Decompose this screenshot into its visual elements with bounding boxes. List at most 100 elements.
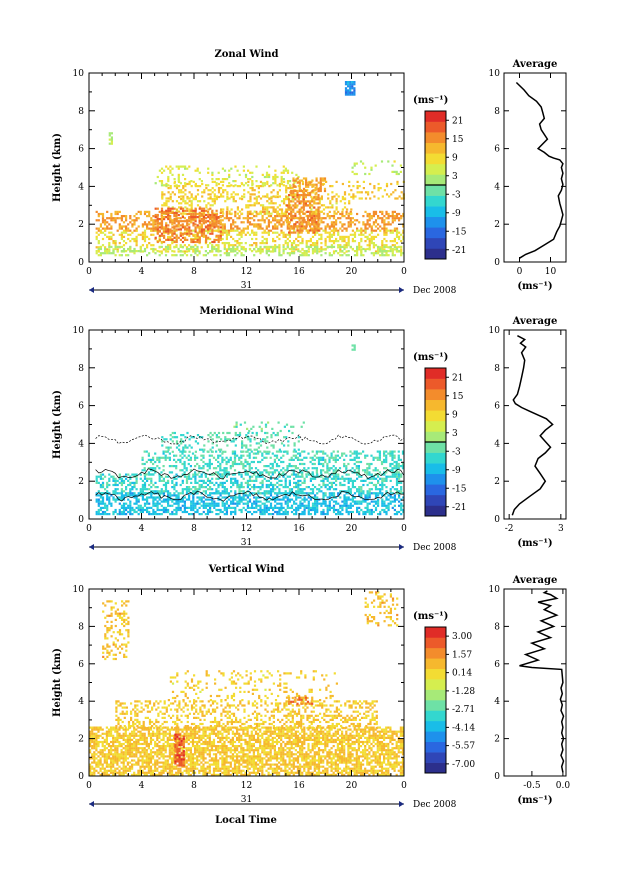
heatmap-cell bbox=[278, 204, 281, 207]
heatmap-cell bbox=[225, 210, 228, 213]
heatmap-cell bbox=[215, 513, 218, 516]
heatmap-cell bbox=[232, 477, 235, 480]
heatmap-cell bbox=[120, 250, 123, 253]
heatmap-cell bbox=[196, 212, 199, 216]
heatmap-cell bbox=[158, 479, 161, 482]
heatmap-cell bbox=[211, 477, 214, 480]
heatmap-cell bbox=[221, 452, 224, 455]
heatmap-cell bbox=[349, 498, 352, 501]
heatmap-cell bbox=[164, 456, 167, 459]
heatmap-cell bbox=[358, 248, 361, 251]
heatmap-cell bbox=[141, 498, 144, 501]
heatmap-cell bbox=[290, 245, 294, 248]
heatmap-cell bbox=[385, 193, 389, 196]
heatmap-cell bbox=[215, 234, 218, 237]
heatmap-cell bbox=[97, 240, 100, 243]
heatmap-cell bbox=[351, 87, 354, 90]
colorbar-tick-label: -3 bbox=[452, 190, 461, 200]
heatmap-cell bbox=[163, 236, 166, 239]
heatmap-cell bbox=[158, 240, 161, 243]
heatmap-cell bbox=[209, 189, 212, 192]
heatmap-cell bbox=[154, 236, 157, 239]
heatmap-cell bbox=[206, 229, 210, 232]
heatmap-cell bbox=[141, 496, 144, 499]
heatmap-cell bbox=[221, 227, 224, 230]
heatmap-cell bbox=[368, 225, 371, 228]
average-profile-line bbox=[515, 81, 564, 259]
heatmap-cell bbox=[196, 232, 199, 235]
heatmap-cell bbox=[265, 500, 268, 503]
heatmap-cell bbox=[280, 479, 283, 482]
heatmap-cell bbox=[381, 508, 384, 512]
heatmap-cell bbox=[276, 227, 279, 230]
heatmap-cell bbox=[313, 221, 316, 224]
heatmap-cell bbox=[192, 238, 195, 241]
heatmap-cell bbox=[259, 500, 262, 503]
heatmap-cell bbox=[238, 496, 241, 499]
heatmap-cell bbox=[226, 195, 229, 199]
heatmap-cell bbox=[108, 500, 111, 503]
heatmap-cell bbox=[238, 173, 241, 176]
heatmap-cell bbox=[206, 488, 210, 491]
heatmap-cell bbox=[192, 475, 195, 478]
heatmap-cell bbox=[356, 219, 359, 222]
heatmap-cell bbox=[223, 488, 226, 491]
heatmap-cell bbox=[169, 494, 172, 497]
heatmap-cell bbox=[370, 227, 373, 230]
heatmap-cell bbox=[299, 221, 302, 224]
heatmap-cell bbox=[293, 500, 296, 503]
heatmap-cell bbox=[116, 492, 119, 495]
heatmap-cell bbox=[118, 508, 121, 512]
heatmap-cell bbox=[206, 237, 210, 241]
heatmap-cell bbox=[106, 506, 109, 509]
heatmap-cell bbox=[309, 212, 312, 215]
heatmap-cell bbox=[206, 465, 209, 468]
heatmap-cell bbox=[274, 496, 277, 499]
heatmap-cell bbox=[393, 513, 396, 516]
heatmap-cell bbox=[146, 508, 149, 512]
heatmap-cell bbox=[217, 189, 221, 192]
heatmap-cell bbox=[353, 83, 356, 86]
heatmap-cell bbox=[283, 212, 286, 215]
heatmap-cell bbox=[173, 180, 176, 183]
heatmap-cell bbox=[246, 450, 249, 453]
heatmap-cell bbox=[303, 496, 306, 499]
heatmap-cell bbox=[316, 508, 319, 512]
heatmap-cell bbox=[184, 185, 187, 188]
heatmap-cell bbox=[310, 208, 313, 211]
heatmap-cell bbox=[188, 496, 191, 499]
heatmap-cell bbox=[257, 486, 260, 489]
heatmap-cell bbox=[374, 252, 378, 255]
heatmap-cell bbox=[230, 477, 233, 480]
heatmap-cell bbox=[267, 452, 270, 455]
heatmap-cell bbox=[330, 506, 333, 509]
heatmap-cell bbox=[101, 212, 105, 216]
heatmap-cell bbox=[274, 498, 277, 501]
heatmap-cell bbox=[358, 502, 361, 505]
heatmap-cell bbox=[330, 492, 333, 495]
heatmap-cell bbox=[269, 492, 273, 495]
heatmap-cell bbox=[326, 471, 329, 474]
heatmap-cell bbox=[265, 245, 268, 248]
heatmap-cell bbox=[379, 229, 382, 232]
heatmap-cell bbox=[307, 513, 310, 516]
heatmap-cell bbox=[261, 227, 264, 230]
heatmap-cell bbox=[212, 456, 216, 459]
heatmap-cell bbox=[162, 248, 165, 251]
heatmap-cell bbox=[189, 458, 192, 461]
heatmap-cell bbox=[253, 225, 256, 228]
heatmap-cell bbox=[351, 81, 354, 84]
heatmap-cell bbox=[377, 215, 380, 218]
heatmap-cell bbox=[280, 502, 283, 505]
heatmap-cell bbox=[318, 202, 321, 205]
heatmap-cell bbox=[294, 465, 297, 468]
heatmap-cell bbox=[183, 454, 186, 457]
heatmap-cell bbox=[290, 504, 294, 507]
heatmap-cell bbox=[208, 467, 211, 470]
heatmap-cell bbox=[198, 498, 201, 501]
heatmap-cell bbox=[129, 490, 132, 493]
heatmap-cell bbox=[154, 486, 157, 489]
heatmap-cell bbox=[95, 475, 98, 478]
heatmap-cell bbox=[400, 492, 403, 495]
heatmap-cell bbox=[270, 184, 273, 187]
